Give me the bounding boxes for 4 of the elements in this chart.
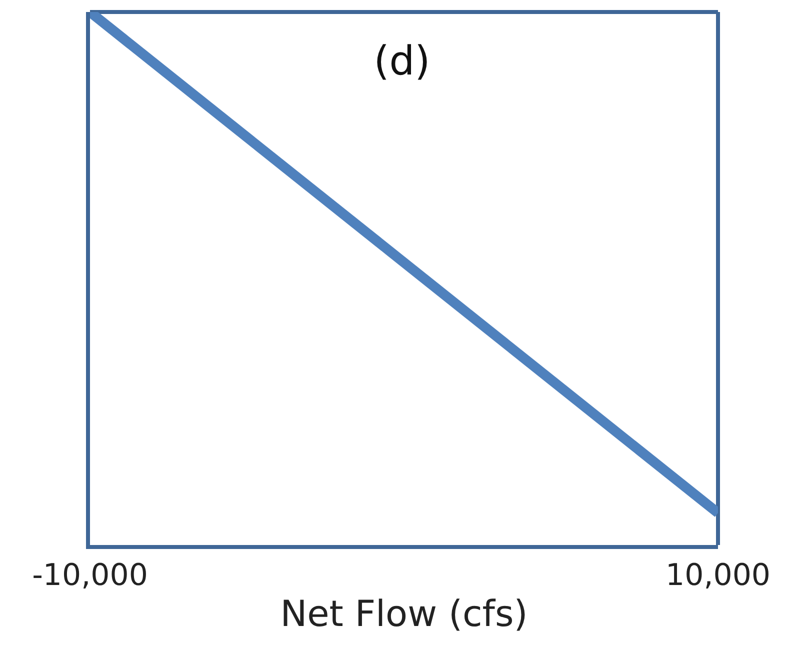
x-axis-title: Net Flow (cfs): [280, 594, 528, 636]
x-tick-label: 10,000: [666, 558, 770, 593]
text: (d): [374, 38, 430, 85]
x-tick-label: -10,000: [32, 558, 148, 593]
